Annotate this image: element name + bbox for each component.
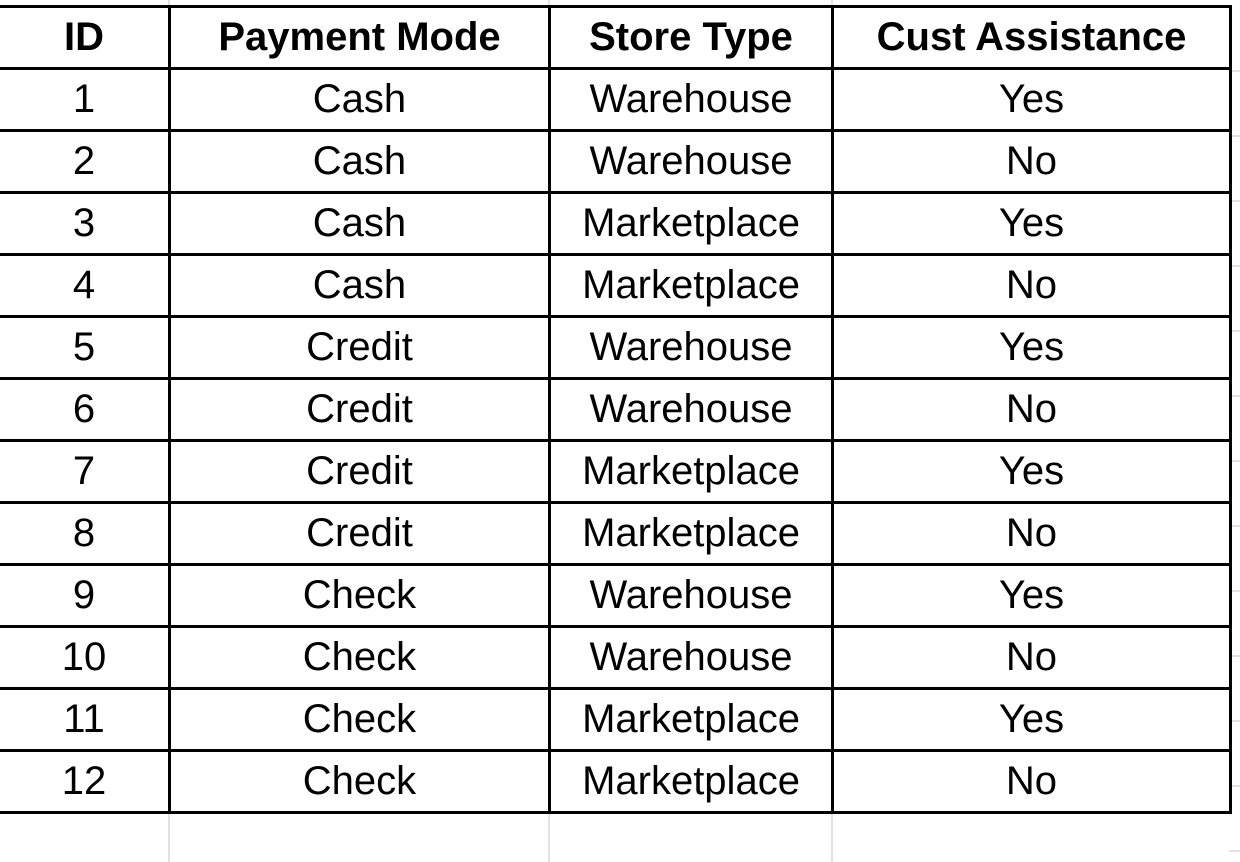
header-payment-mode[interactable]: Payment Mode	[168, 5, 551, 70]
cell-cust-assistance[interactable]: Yes	[831, 67, 1232, 132]
cell-store-type[interactable]: Warehouse	[548, 625, 834, 690]
cell-payment-mode[interactable]: Check	[168, 749, 551, 814]
table-row: 11 Check Marketplace Yes	[0, 687, 1232, 752]
cell-payment-mode[interactable]: Check	[168, 625, 551, 690]
gridline	[1229, 135, 1240, 137]
cell-cust-assistance[interactable]: Yes	[831, 191, 1232, 256]
table-row: 5 Credit Warehouse Yes	[0, 315, 1232, 380]
gridline	[1229, 590, 1240, 592]
gridline	[1229, 395, 1240, 397]
cell-payment-mode[interactable]: Credit	[168, 377, 551, 442]
cell-id[interactable]: 7	[0, 439, 171, 504]
gridline	[1229, 720, 1240, 722]
table-row: 12 Check Marketplace No	[0, 749, 1232, 814]
cell-cust-assistance[interactable]: Yes	[831, 315, 1232, 380]
cell-cust-assistance[interactable]: No	[831, 625, 1232, 690]
cell-id[interactable]: 10	[0, 625, 171, 690]
cell-id[interactable]: 4	[0, 253, 171, 318]
data-table: ID Payment Mode Store Type Cust Assistan…	[0, 5, 1232, 814]
gridline	[1229, 850, 1240, 852]
cell-store-type[interactable]: Marketplace	[548, 687, 834, 752]
table-row: 7 Credit Marketplace Yes	[0, 439, 1232, 504]
header-row: ID Payment Mode Store Type Cust Assistan…	[0, 5, 1232, 70]
cell-id[interactable]: 11	[0, 687, 171, 752]
cell-store-type[interactable]: Marketplace	[548, 749, 834, 814]
cell-cust-assistance[interactable]: No	[831, 501, 1232, 566]
gridline	[1229, 525, 1240, 527]
cell-id[interactable]: 3	[0, 191, 171, 256]
cell-payment-mode[interactable]: Check	[168, 687, 551, 752]
cell-store-type[interactable]: Warehouse	[548, 315, 834, 380]
gridline	[1229, 655, 1240, 657]
cell-store-type[interactable]: Marketplace	[548, 501, 834, 566]
cell-payment-mode[interactable]: Check	[168, 563, 551, 628]
cell-cust-assistance[interactable]: Yes	[831, 439, 1232, 504]
cell-store-type[interactable]: Warehouse	[548, 67, 834, 132]
header-store-type[interactable]: Store Type	[548, 5, 834, 70]
cell-payment-mode[interactable]: Cash	[168, 191, 551, 256]
table-row: 4 Cash Marketplace No	[0, 253, 1232, 318]
cell-payment-mode[interactable]: Credit	[168, 315, 551, 380]
cell-cust-assistance[interactable]: Yes	[831, 687, 1232, 752]
table-row: 6 Credit Warehouse No	[0, 377, 1232, 442]
table-row: 8 Credit Marketplace No	[0, 501, 1232, 566]
cell-id[interactable]: 12	[0, 749, 171, 814]
table-row: 3 Cash Marketplace Yes	[0, 191, 1232, 256]
cell-cust-assistance[interactable]: Yes	[831, 563, 1232, 628]
cell-cust-assistance[interactable]: No	[831, 253, 1232, 318]
cell-payment-mode[interactable]: Credit	[168, 439, 551, 504]
cell-store-type[interactable]: Marketplace	[548, 439, 834, 504]
cell-id[interactable]: 9	[0, 563, 171, 628]
cell-id[interactable]: 8	[0, 501, 171, 566]
cell-cust-assistance[interactable]: No	[831, 129, 1232, 194]
table-row: 2 Cash Warehouse No	[0, 129, 1232, 194]
cell-id[interactable]: 2	[0, 129, 171, 194]
cell-store-type[interactable]: Warehouse	[548, 563, 834, 628]
cell-id[interactable]: 6	[0, 377, 171, 442]
cell-payment-mode[interactable]: Credit	[168, 501, 551, 566]
cell-cust-assistance[interactable]: No	[831, 377, 1232, 442]
cell-payment-mode[interactable]: Cash	[168, 67, 551, 132]
gridline	[1229, 460, 1240, 462]
gridline	[1229, 200, 1240, 202]
cell-store-type[interactable]: Marketplace	[548, 253, 834, 318]
cell-store-type[interactable]: Warehouse	[548, 377, 834, 442]
gridline	[1229, 785, 1240, 787]
cell-store-type[interactable]: Warehouse	[548, 129, 834, 194]
header-id[interactable]: ID	[0, 5, 171, 70]
cell-id[interactable]: 1	[0, 67, 171, 132]
cell-cust-assistance[interactable]: No	[831, 749, 1232, 814]
table-row: 9 Check Warehouse Yes	[0, 563, 1232, 628]
cell-id[interactable]: 5	[0, 315, 171, 380]
header-cust-assistance[interactable]: Cust Assistance	[831, 5, 1232, 70]
cell-store-type[interactable]: Marketplace	[548, 191, 834, 256]
cell-payment-mode[interactable]: Cash	[168, 129, 551, 194]
table-row: 1 Cash Warehouse Yes	[0, 67, 1232, 132]
cell-payment-mode[interactable]: Cash	[168, 253, 551, 318]
gridline	[1229, 70, 1240, 72]
table-row: 10 Check Warehouse No	[0, 625, 1232, 690]
gridline	[1229, 330, 1240, 332]
gridline	[1229, 265, 1240, 267]
